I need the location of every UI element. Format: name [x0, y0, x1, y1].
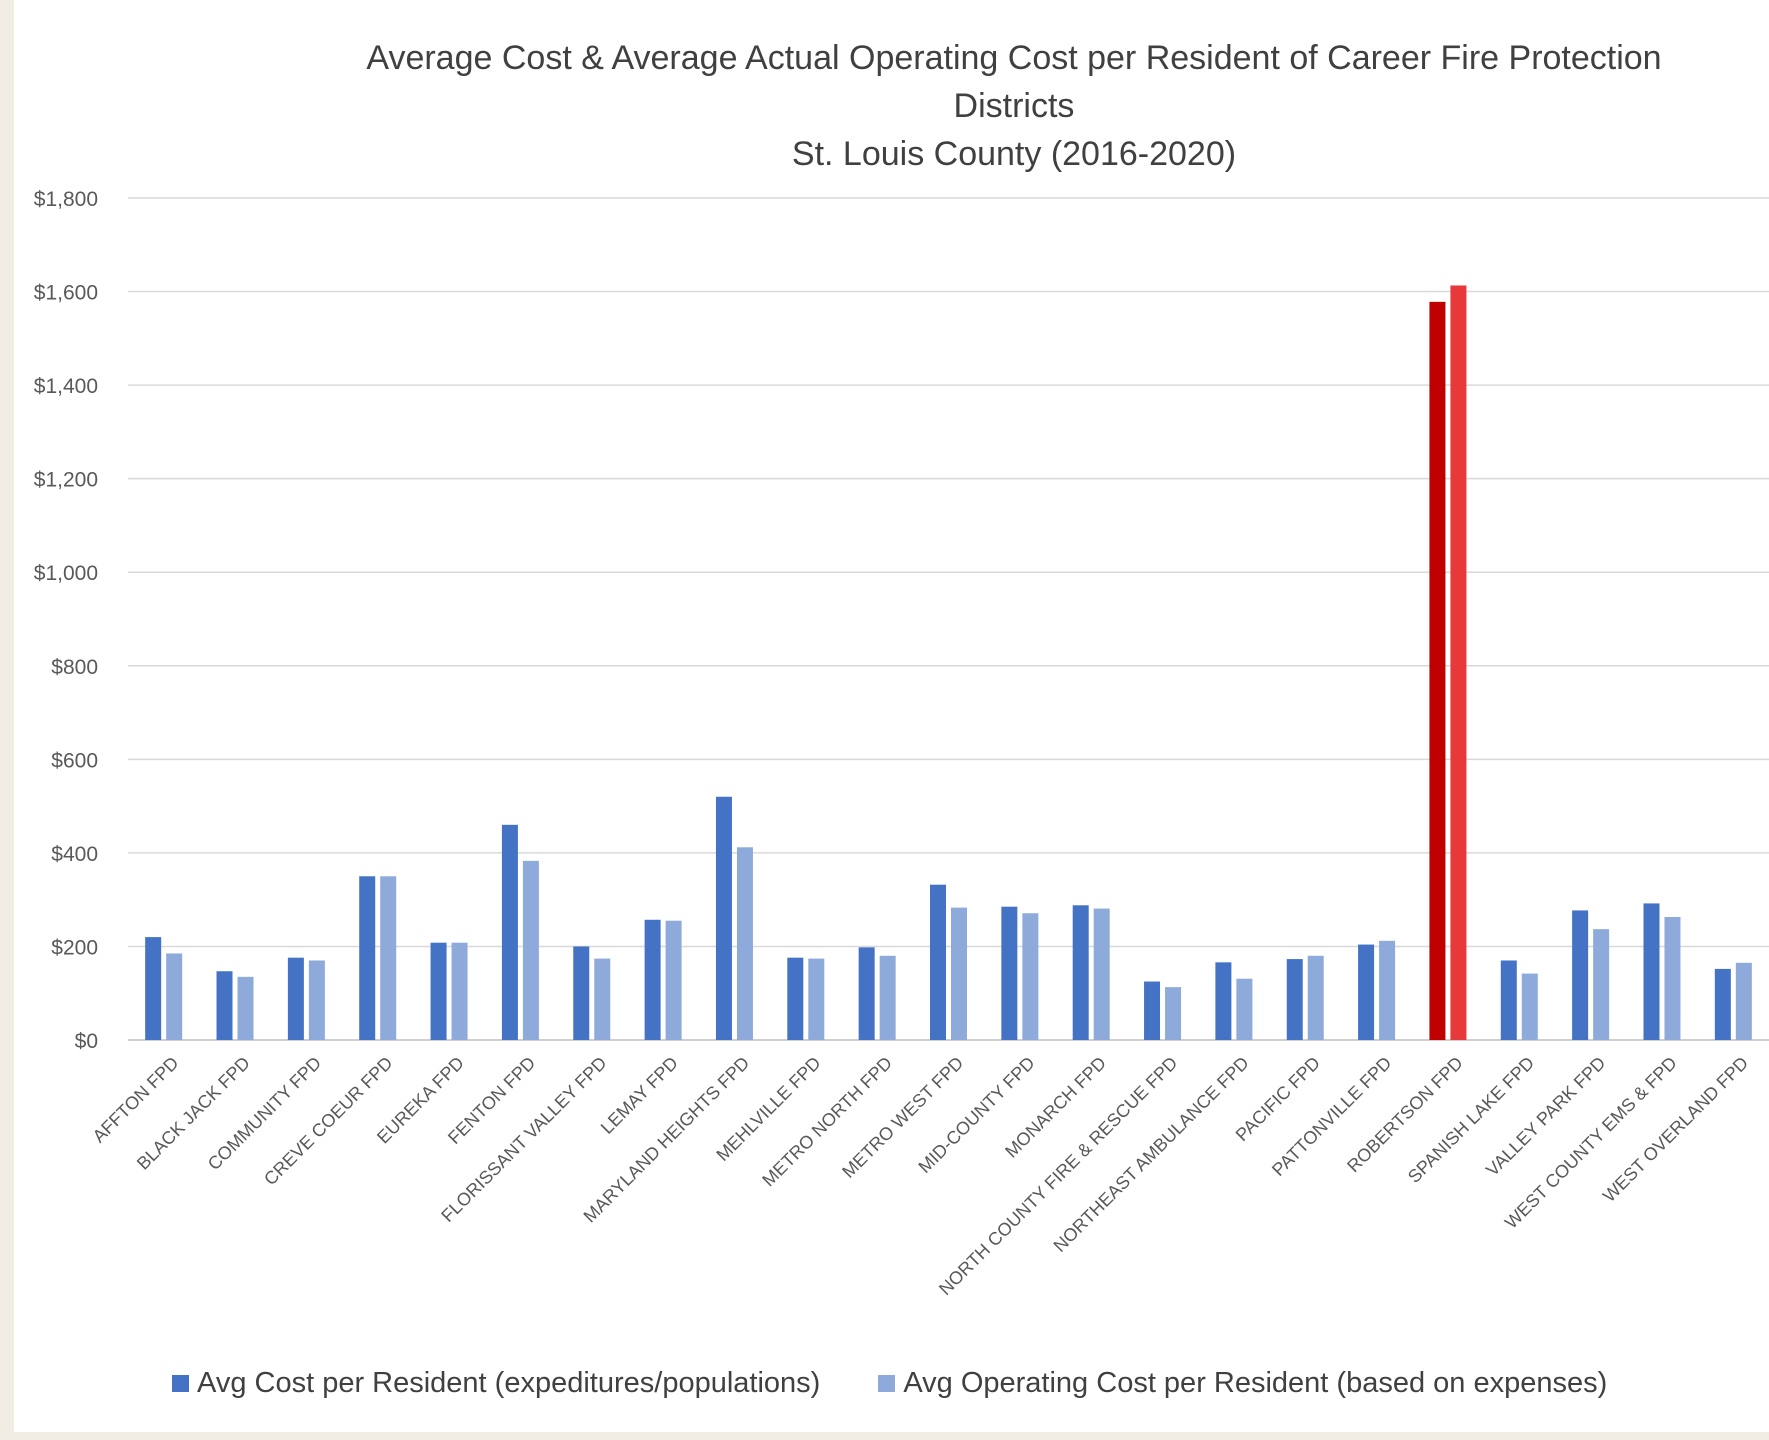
- bar-series-1: [644, 919, 661, 1040]
- bar-series-2: [237, 976, 254, 1040]
- x-tick-label: METRO NORTH FPD: [758, 1053, 896, 1191]
- bar-series-2: [951, 907, 967, 1040]
- bar-series-1: [359, 876, 376, 1040]
- bar-series-1: [787, 957, 804, 1040]
- bar-series-2: [1307, 955, 1324, 1040]
- legend-swatch-series-1: [172, 1375, 189, 1392]
- chart-title: Average Cost & Average Actual Operating …: [324, 34, 1704, 178]
- bar-series-2: [594, 958, 611, 1040]
- legend-label: Avg Operating Cost per Resident (based o…: [903, 1367, 1608, 1399]
- bar-series-1: [1572, 910, 1589, 1040]
- bar-series-1: [145, 937, 162, 1040]
- bar-series-2: [1093, 908, 1110, 1040]
- y-tick-label: $1,400: [34, 375, 98, 398]
- x-tick-label: MID-COUNTY FPD: [914, 1053, 1038, 1177]
- bar-series-1: [501, 824, 518, 1040]
- bar-series-2: [1450, 285, 1467, 1040]
- y-tick-label: $0: [75, 1030, 98, 1053]
- legend-item: Avg Operating Cost per Resident (based o…: [878, 1367, 1607, 1400]
- chart-title-line: Average Cost & Average Actual Operating …: [366, 39, 1662, 77]
- bar-series-1: [1714, 968, 1731, 1040]
- bar-series-2: [1664, 916, 1681, 1040]
- x-tick-label: PATTONVILLE FPD: [1268, 1053, 1395, 1180]
- bar-series-2: [665, 920, 682, 1040]
- bar-series-2: [166, 953, 183, 1040]
- bar-series-1: [1001, 906, 1018, 1040]
- bar-series-1: [858, 947, 875, 1040]
- bar-series-1: [1500, 960, 1517, 1040]
- bar-series-1: [1144, 981, 1161, 1040]
- chart-title-line: Districts: [953, 87, 1075, 125]
- bar-series-1: [715, 796, 732, 1040]
- bar-series-1: [1215, 962, 1232, 1040]
- bar-series-2: [1236, 978, 1253, 1040]
- x-tick-label: WEST OVERLAND FPD: [1599, 1053, 1752, 1206]
- legend: Avg Cost per Resident (expeditures/popul…: [172, 1367, 1665, 1400]
- bar-series-1: [430, 942, 447, 1040]
- y-tick-label: $1,800: [34, 188, 98, 211]
- bar-series-2: [736, 847, 753, 1040]
- bar-series-2: [1165, 987, 1182, 1040]
- x-tick-label: METRO WEST FPD: [838, 1053, 967, 1182]
- chart-title-line: St. Louis County (2016-2020): [791, 135, 1237, 173]
- bar-series-2: [1022, 913, 1039, 1040]
- legend-label: Avg Cost per Resident (expeditures/popul…: [197, 1367, 821, 1399]
- bar-chart: $0 $200 $400 $600 $800 $1,000 $1,200 $1,400 $1,6…: [34, 188, 1769, 1299]
- bar-series-1: [930, 884, 946, 1040]
- y-tick-label: $400: [51, 843, 98, 866]
- bar-series-1: [1643, 903, 1660, 1040]
- bar-series-1: [216, 971, 233, 1040]
- bar-series-2: [522, 860, 539, 1040]
- bar-series-1: [287, 957, 304, 1040]
- bar-series-2: [879, 955, 896, 1040]
- bar-series-2: [308, 960, 325, 1040]
- bar-series-1: [573, 946, 590, 1040]
- y-tick-label: $800: [51, 656, 98, 679]
- bar-series-2: [1735, 962, 1752, 1040]
- bar-series-2: [1379, 940, 1396, 1040]
- bar-series-1: [1072, 905, 1089, 1040]
- bar-series-1: [1286, 959, 1303, 1040]
- bar-series-2: [1521, 973, 1538, 1040]
- legend-swatch-series-2: [878, 1375, 896, 1392]
- y-tick-label: $1,000: [34, 562, 98, 585]
- y-tick-label: $1,200: [34, 469, 98, 492]
- bar-series-1: [1358, 944, 1375, 1040]
- bar-series-2: [808, 958, 825, 1040]
- bar-series-2: [451, 942, 468, 1040]
- y-tick-label: $200: [51, 936, 98, 959]
- y-tick-label: $1,600: [34, 282, 98, 305]
- bar-series-1: [1429, 301, 1446, 1040]
- legend-item: Avg Cost per Resident (expeditures/popul…: [172, 1367, 820, 1400]
- bar-series-2: [1593, 929, 1610, 1040]
- y-tick-label: $600: [51, 749, 98, 772]
- x-tick-label: CREVE COEUR FPD: [260, 1053, 396, 1189]
- x-tick-label: VALLEY PARK FPD: [1482, 1053, 1609, 1180]
- x-tick-label: SPANISH LAKE FPD: [1404, 1053, 1538, 1187]
- chart-panel: Average Cost & Average Actual Operating …: [14, 0, 1769, 1432]
- bar-series-2: [380, 876, 397, 1040]
